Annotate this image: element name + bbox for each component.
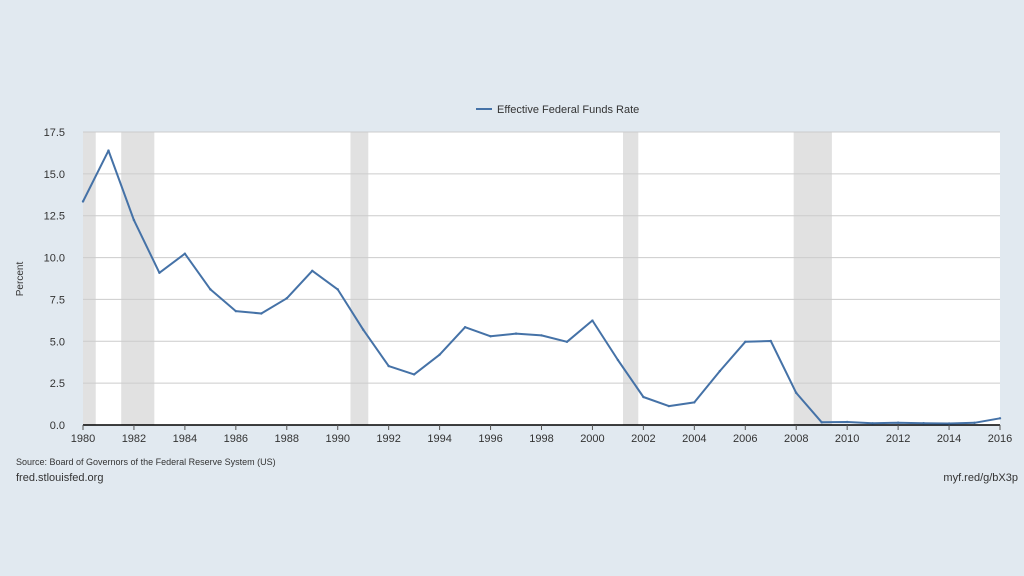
- site-link[interactable]: fred.stlouisfed.org: [16, 472, 104, 484]
- x-tick-label: 1992: [376, 433, 400, 445]
- data-point: [769, 339, 772, 343]
- recession-band: [121, 132, 155, 425]
- data-point: [514, 332, 518, 335]
- recession-band: [350, 132, 369, 425]
- data-point: [973, 421, 976, 425]
- data-point: [412, 373, 416, 376]
- y-axis-label: Percent: [15, 262, 26, 297]
- data-point: [744, 340, 747, 343]
- data-point: [845, 420, 849, 424]
- data-point: [285, 297, 288, 300]
- x-tick-label: 1988: [275, 433, 299, 445]
- data-point: [438, 353, 441, 356]
- x-tick-label: 1984: [173, 433, 197, 445]
- x-tick-label: 1986: [224, 433, 248, 445]
- x-tick-label: 2002: [631, 433, 655, 445]
- data-point: [107, 149, 110, 152]
- x-tick-label: 2014: [937, 433, 961, 445]
- x-axis: 1980 1982 1984 1986 1988 1990 1992 1994 1996 1998…: [71, 425, 1012, 445]
- y-tick-label: 7.5: [50, 294, 65, 306]
- plot-area: [83, 132, 1000, 425]
- x-tick-label: 2012: [886, 433, 910, 445]
- y-axis: 0.0 2.5 5.0 7.5 10.0 12.5 15.0 17.5: [44, 127, 65, 432]
- data-point: [234, 309, 238, 313]
- y-tick-label: 0.0: [50, 420, 65, 432]
- data-point: [540, 334, 543, 337]
- recession-band: [623, 132, 639, 425]
- data-point: [81, 200, 85, 203]
- data-point: [209, 288, 212, 291]
- y-tick-label: 12.5: [44, 211, 65, 223]
- gridlines: [83, 131, 1000, 384]
- recession-shading: [83, 132, 832, 425]
- data-point: [132, 218, 136, 222]
- x-tick-label: 2010: [835, 433, 859, 445]
- source-note: Source: Board of Governors of the Federa…: [16, 457, 276, 467]
- x-tick-label: 1990: [325, 433, 349, 445]
- y-tick-label: 10.0: [44, 253, 65, 265]
- data-point: [947, 422, 951, 425]
- short-url-link[interactable]: myf.red/g/bX3p: [943, 472, 1018, 484]
- data-point: [260, 312, 263, 315]
- x-tick-label: 2004: [682, 433, 706, 445]
- data-point: [183, 252, 187, 255]
- legend: Effective Federal Funds Rate: [476, 104, 639, 116]
- data-point: [795, 391, 798, 395]
- recession-band: [83, 132, 96, 425]
- data-point: [642, 395, 645, 399]
- x-tick-label: 1982: [122, 433, 146, 445]
- x-tick-label: 1998: [529, 433, 553, 445]
- data-point: [158, 271, 161, 275]
- data-point: [820, 421, 823, 424]
- recession-band: [793, 132, 832, 425]
- data-point: [616, 358, 620, 362]
- y-tick-label: 15.0: [44, 169, 65, 181]
- data-point: [896, 421, 900, 424]
- data-point: [489, 335, 492, 338]
- data-point: [361, 328, 365, 331]
- data-point: [922, 421, 925, 425]
- series-layer: [81, 149, 1002, 425]
- data-point: [463, 326, 467, 329]
- data-point: [998, 417, 1002, 420]
- data-point: [336, 288, 339, 291]
- data-point: [667, 404, 671, 408]
- data-point: [311, 269, 314, 272]
- data-point: [387, 364, 390, 368]
- x-tick-label: 2008: [784, 433, 808, 445]
- data-point: [693, 401, 696, 404]
- data-point: [718, 369, 722, 373]
- x-tick-label: 1980: [71, 433, 95, 445]
- data-point: [591, 319, 594, 322]
- y-tick-label: 5.0: [50, 336, 65, 348]
- x-tick-label: 1994: [427, 433, 451, 445]
- legend-label: Effective Federal Funds Rate: [497, 104, 639, 116]
- x-tick-label: 2006: [733, 433, 757, 445]
- data-point: [871, 422, 874, 425]
- x-tick-label: 2000: [580, 433, 604, 445]
- x-tick-label: 2016: [988, 433, 1012, 445]
- x-tick-label: 1996: [478, 433, 502, 445]
- y-tick-label: 2.5: [50, 378, 65, 390]
- data-point: [565, 340, 569, 343]
- y-tick-label: 17.5: [44, 127, 65, 139]
